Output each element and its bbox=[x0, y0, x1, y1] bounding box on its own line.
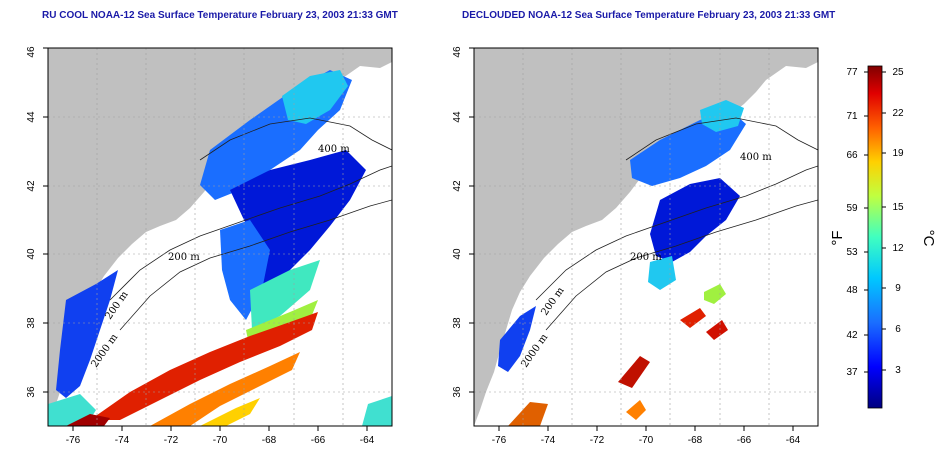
right-sst-red-streak-c bbox=[618, 356, 650, 388]
colorbar-f-tick: 48 bbox=[846, 285, 858, 296]
right-grid bbox=[474, 48, 818, 426]
left-sst-cyan-north bbox=[282, 70, 348, 124]
right-sst-corner bbox=[508, 402, 548, 426]
colorbar-fahrenheit: 77 71 66 59 53 48 42 37 °F bbox=[829, 67, 868, 378]
right-x-tick: -74 bbox=[541, 435, 556, 446]
left-contour-label-200m: 200 m bbox=[168, 252, 200, 263]
right-y-tick: 40 bbox=[452, 248, 463, 260]
colorbar-f-tick: 37 bbox=[846, 367, 858, 378]
left-sst-red-stream bbox=[90, 312, 318, 420]
right-map: 200 m 200 m 2000 m 400 m -7 bbox=[452, 46, 819, 446]
left-sst-yellow-patch bbox=[200, 398, 260, 426]
colorbar-c-tick: 6 bbox=[895, 324, 901, 335]
left-y-tick: 46 bbox=[26, 46, 37, 58]
right-sst-blue-shelf bbox=[498, 306, 536, 372]
colorbar-celsius: 25 22 19 15 12 9 6 3 °C bbox=[882, 67, 937, 376]
left-y-axis: 36 38 40 42 44 46 bbox=[26, 46, 48, 398]
colorbar-c-tick: 3 bbox=[895, 365, 901, 376]
left-map-title: RU COOL NOAA-12 Sea Surface Temperature … bbox=[42, 10, 398, 21]
fahrenheit-unit-label: °F bbox=[829, 230, 846, 245]
right-contour-shelf bbox=[625, 117, 818, 161]
right-x-tick: -64 bbox=[786, 435, 801, 446]
left-contour-200m bbox=[109, 165, 392, 301]
right-y-tick: 42 bbox=[452, 180, 463, 192]
left-map-land bbox=[48, 48, 392, 426]
left-x-tick: -72 bbox=[164, 435, 179, 446]
left-grid bbox=[48, 48, 392, 426]
left-x-tick: -68 bbox=[262, 435, 277, 446]
colorbar-c-tick: 15 bbox=[892, 202, 904, 213]
left-sst-cyan-east bbox=[362, 396, 392, 426]
colorbar-f-tick: 42 bbox=[846, 330, 858, 341]
right-x-tick: -70 bbox=[639, 435, 654, 446]
colorbar-f-tick: 71 bbox=[846, 111, 858, 122]
right-sst-red-streak-b bbox=[706, 320, 728, 340]
right-y-tick: 44 bbox=[452, 111, 463, 123]
left-y-tick: 40 bbox=[26, 248, 37, 260]
colorbar-c-tick: 25 bbox=[892, 67, 904, 78]
right-contour-200m bbox=[535, 165, 818, 301]
colorbar-c-tick: 12 bbox=[892, 243, 904, 254]
right-map-land bbox=[474, 48, 818, 426]
left-sst-orange-stream bbox=[150, 352, 300, 426]
right-x-axis: -76 -74 -72 -70 -68 -66 -64 bbox=[492, 426, 801, 446]
left-x-tick: -76 bbox=[66, 435, 81, 446]
left-contour-shelf bbox=[199, 117, 392, 161]
right-contour-label-400m: 400 m bbox=[740, 152, 772, 163]
right-contour-label-200m: 200 m bbox=[630, 252, 662, 263]
right-y-tick: 38 bbox=[452, 317, 463, 329]
colorbar-c-tick: 9 bbox=[895, 283, 901, 294]
right-sst-deepblue-center bbox=[650, 178, 740, 262]
left-x-tick: -70 bbox=[213, 435, 228, 446]
colorbar-c-tick: 19 bbox=[892, 148, 904, 159]
left-x-tick: -64 bbox=[360, 435, 375, 446]
left-x-tick: -74 bbox=[115, 435, 130, 446]
right-sst-cyan-north bbox=[700, 100, 744, 132]
left-x-tick: -66 bbox=[311, 435, 326, 446]
colorbar: 77 71 66 59 53 48 42 37 °F 25 bbox=[829, 65, 937, 409]
right-sst-red-streak-a bbox=[680, 308, 706, 328]
right-y-tick: 46 bbox=[452, 46, 463, 58]
left-sst-darkred-corner bbox=[66, 414, 110, 426]
left-x-axis: -76 -74 -72 -70 -68 -66 -64 bbox=[66, 426, 375, 446]
left-sst-cyan-slope bbox=[250, 260, 320, 330]
right-map-title: DECLOUDED NOAA-12 Sea Surface Temperatur… bbox=[462, 10, 836, 21]
left-y-tick: 36 bbox=[26, 386, 37, 398]
colorbar-gradient bbox=[867, 65, 883, 409]
right-x-tick: -72 bbox=[590, 435, 605, 446]
left-sst-blue-shelf bbox=[56, 270, 118, 398]
right-sst-cyan-south bbox=[648, 256, 676, 290]
right-y-axis: 36 38 40 42 44 46 bbox=[452, 46, 474, 398]
colorbar-f-tick: 77 bbox=[846, 67, 858, 78]
left-y-tick: 44 bbox=[26, 111, 37, 123]
left-contour-2000m bbox=[119, 199, 392, 331]
colorbar-f-tick: 53 bbox=[846, 247, 858, 258]
left-contour-label-400m: 400 m bbox=[318, 144, 350, 155]
right-x-tick: -76 bbox=[492, 435, 507, 446]
right-sst-green-patch bbox=[704, 284, 726, 304]
colorbar-c-tick: 22 bbox=[892, 108, 904, 119]
celsius-unit-label: °C bbox=[920, 230, 937, 247]
left-map: 200 m 200 m 2000 m 400 m bbox=[26, 46, 393, 446]
right-contour-2000m bbox=[545, 199, 818, 331]
right-x-tick: -68 bbox=[688, 435, 703, 446]
colorbar-f-tick: 59 bbox=[846, 203, 858, 214]
left-y-tick: 42 bbox=[26, 180, 37, 192]
right-sst-orange-patch bbox=[626, 400, 646, 420]
right-y-tick: 36 bbox=[452, 386, 463, 398]
right-x-tick: -66 bbox=[737, 435, 752, 446]
left-y-tick: 38 bbox=[26, 317, 37, 329]
colorbar-f-tick: 66 bbox=[846, 150, 858, 161]
